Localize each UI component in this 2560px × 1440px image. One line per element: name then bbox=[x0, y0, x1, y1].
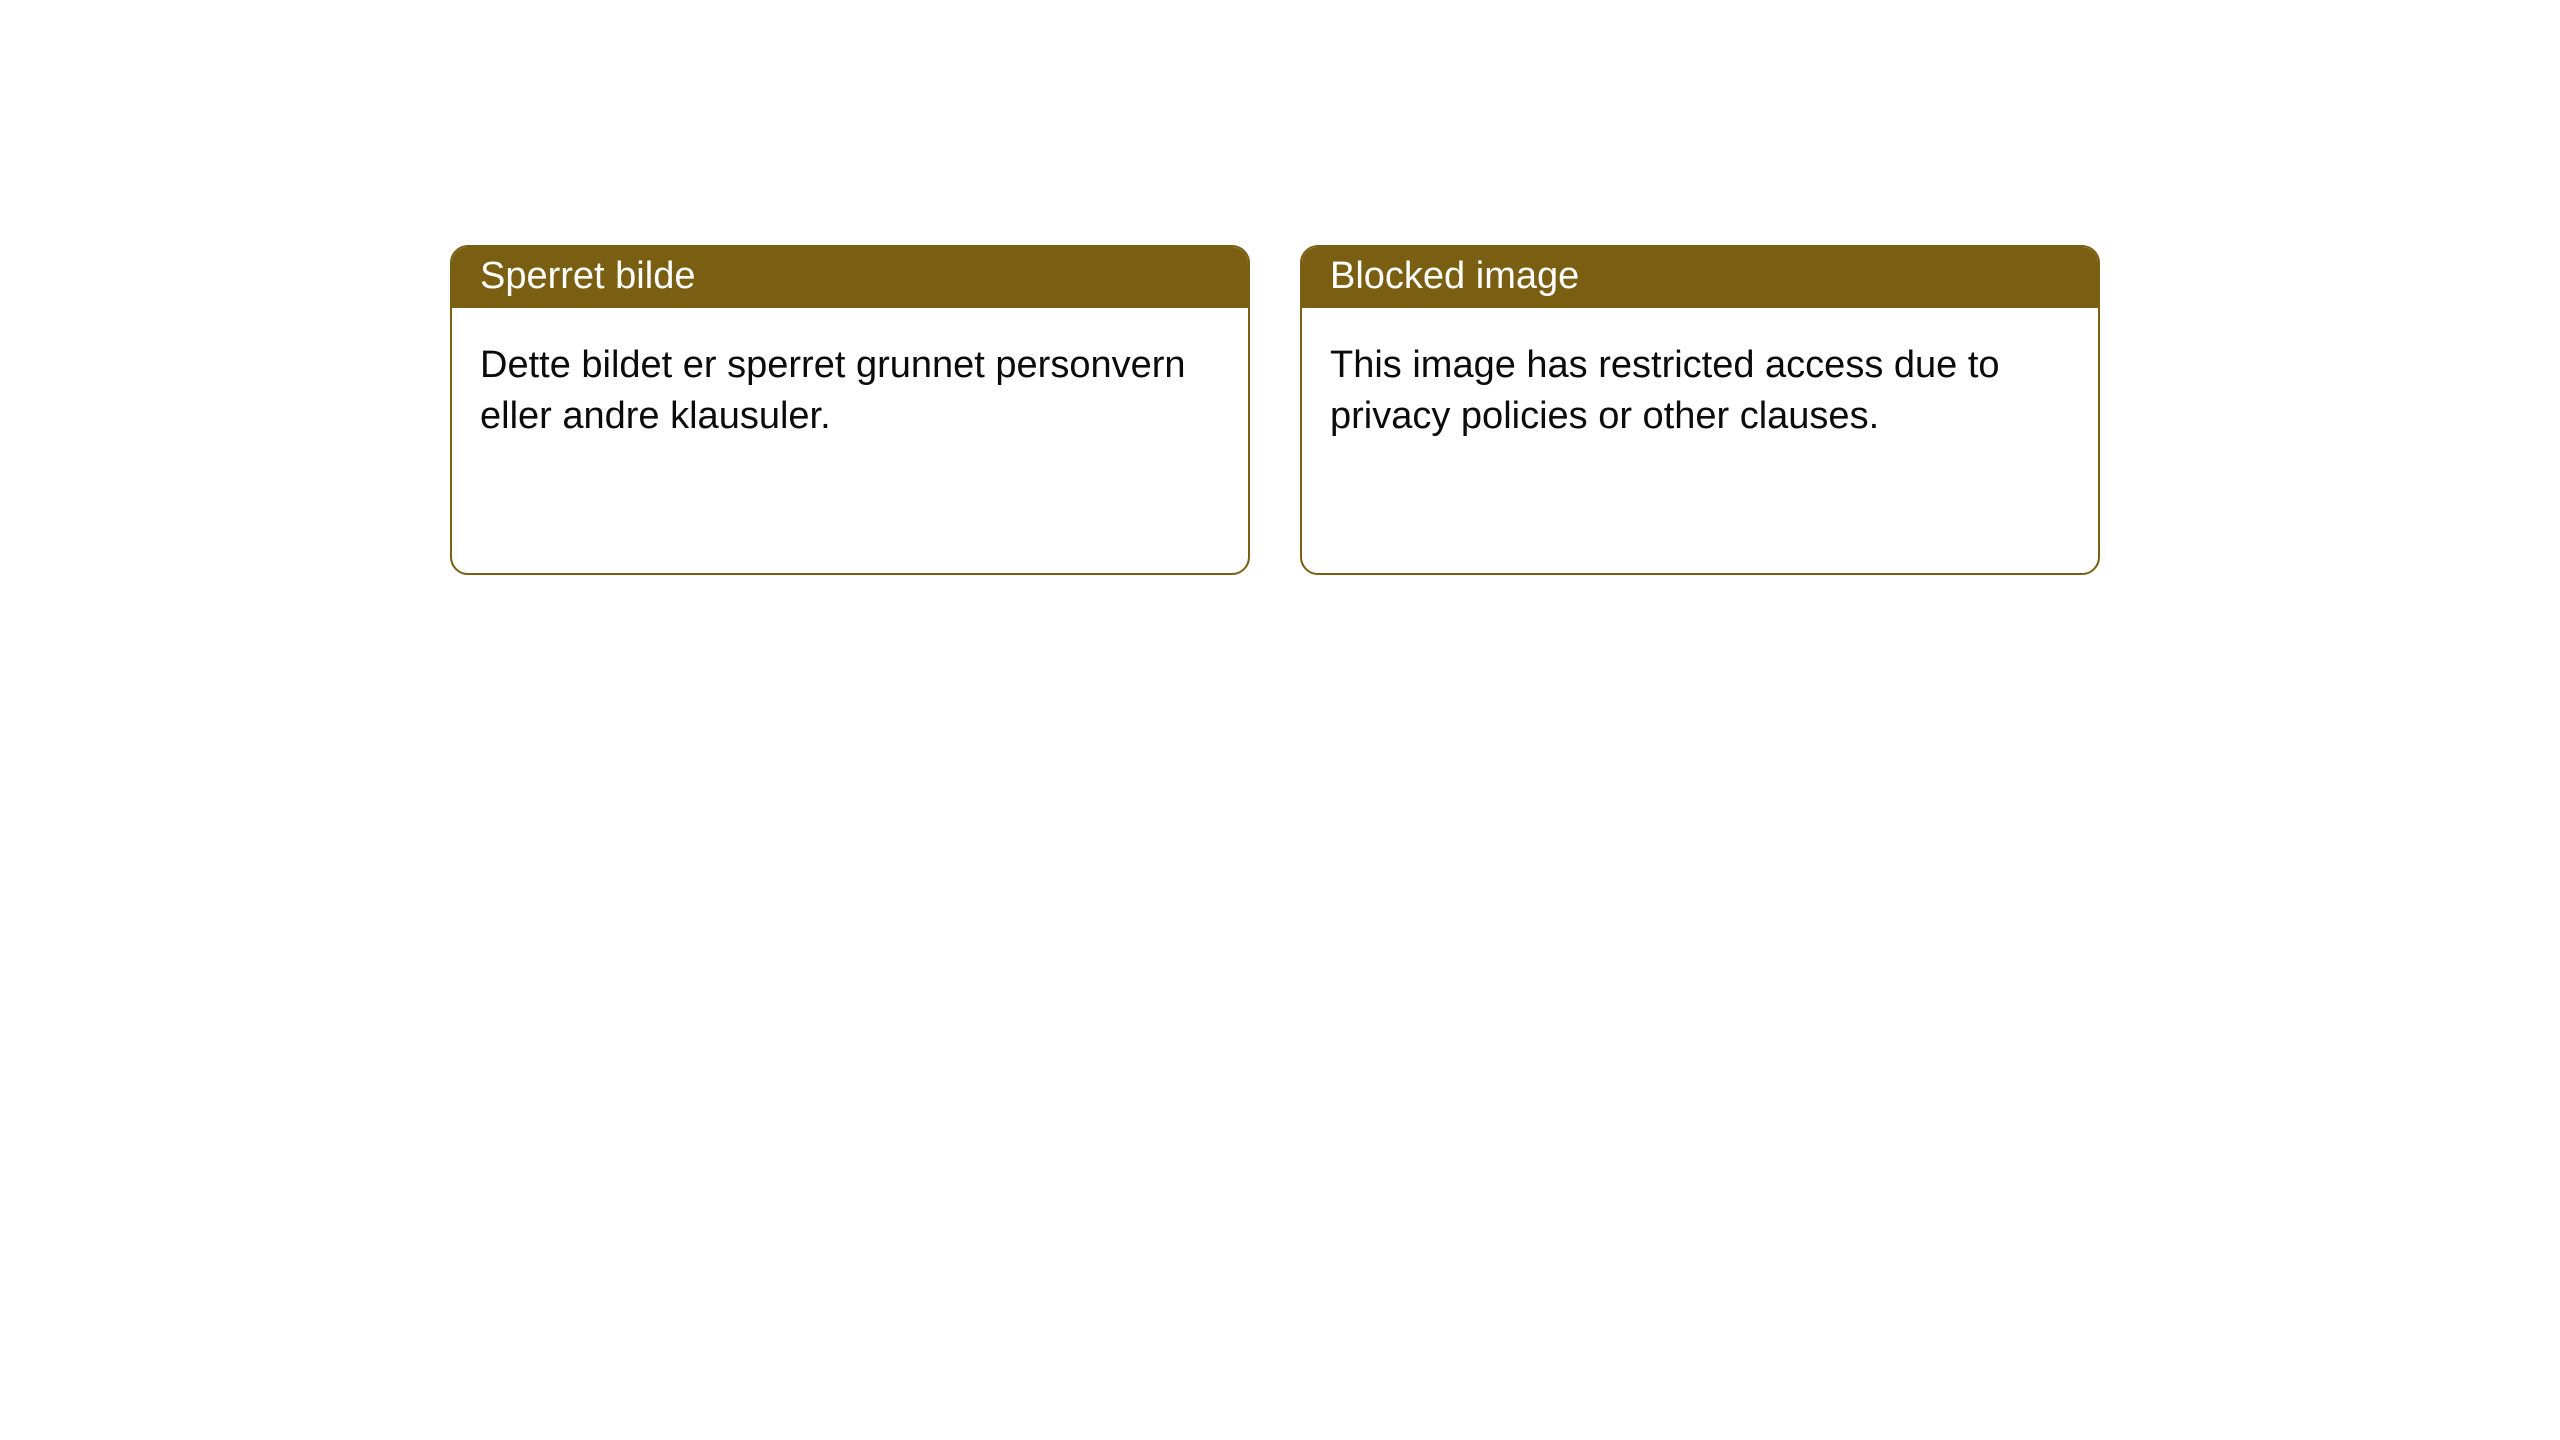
card-body: Dette bildet er sperret grunnet personve… bbox=[452, 308, 1248, 475]
card-body: This image has restricted access due to … bbox=[1302, 308, 2098, 475]
card-title: Sperret bilde bbox=[480, 255, 695, 297]
card-header: Blocked image bbox=[1302, 247, 2098, 308]
card-header: Sperret bilde bbox=[452, 247, 1248, 308]
card-body-text: This image has restricted access due to … bbox=[1330, 344, 2000, 437]
blocked-image-card-no: Sperret bilde Dette bildet er sperret gr… bbox=[450, 245, 1250, 575]
blocked-image-card-en: Blocked image This image has restricted … bbox=[1300, 245, 2100, 575]
card-body-text: Dette bildet er sperret grunnet personve… bbox=[480, 344, 1186, 437]
blocked-image-notices: Sperret bilde Dette bildet er sperret gr… bbox=[0, 0, 2560, 575]
card-title: Blocked image bbox=[1330, 255, 1579, 297]
